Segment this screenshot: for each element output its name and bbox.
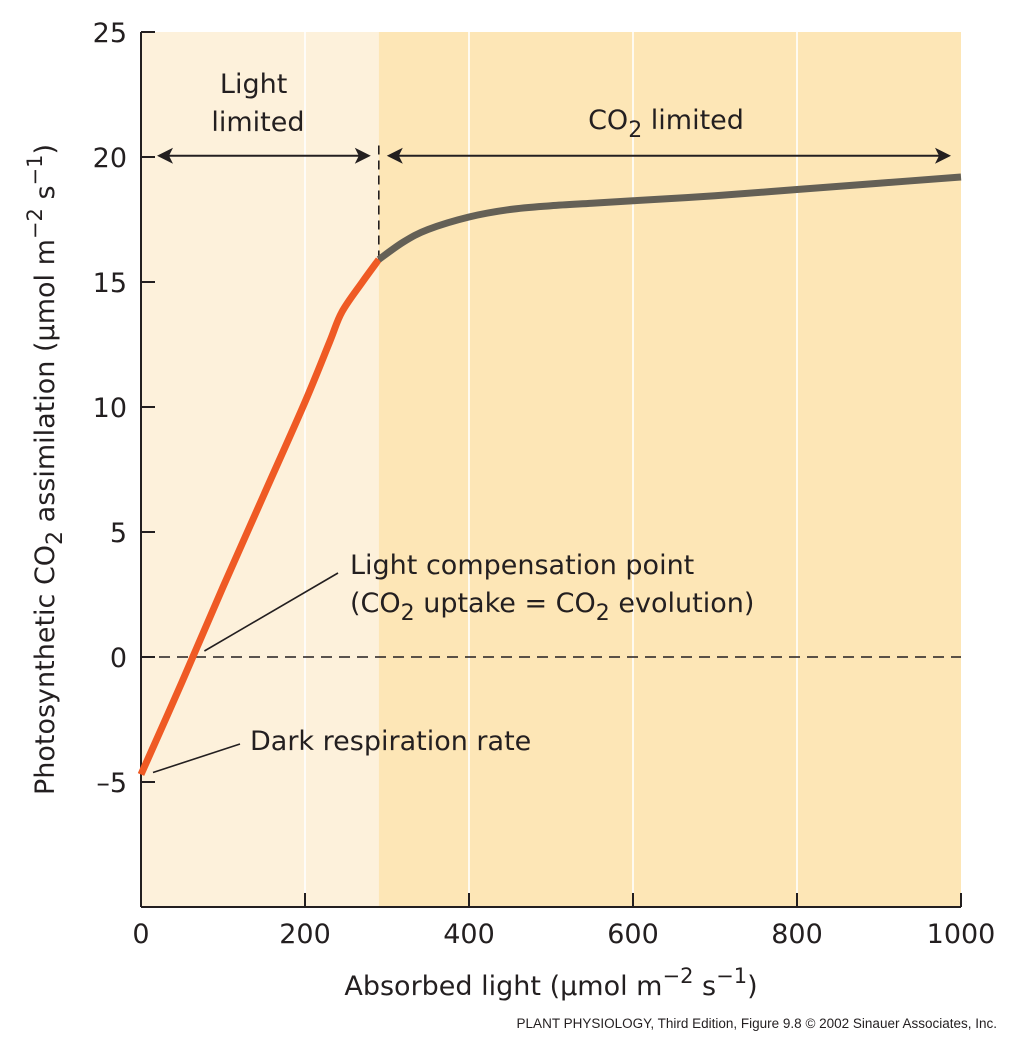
dark-respiration-leader-line: [152, 743, 241, 774]
light-limited-label-line1: Light: [220, 69, 287, 100]
region-arrows: [157, 147, 951, 164]
x-axis-title: Absorbed light (μmol m−2 s−1): [344, 964, 757, 1002]
light-limited-label-line2: limited: [211, 107, 304, 138]
credit-edition: , Third Edition, Figure 9.8 © 2002 Sinau…: [650, 1016, 997, 1031]
lcp-sub-2: 2: [596, 601, 610, 626]
x-tick-label-800: 800: [771, 919, 823, 950]
light-compensation-label-line2: (CO2 uptake = CO2 evolution): [350, 588, 754, 626]
light-compensation-leader-line: [203, 572, 339, 652]
y-title-part-2: assimilation (μmol m: [30, 239, 61, 531]
x-title-part-2: s: [693, 971, 716, 1002]
y-tick-label-20: 20: [93, 143, 127, 174]
x-tick-label-400: 400: [443, 919, 495, 950]
y-title-part-4: ): [30, 144, 61, 155]
y-tick-label-25: 25: [93, 18, 127, 49]
co2-limited-label-rest: limited: [642, 105, 744, 136]
y-title-sup-2: −1: [23, 155, 47, 186]
co2-limited-label: CO2 limited: [588, 105, 744, 143]
x-tick-labels: 0 200 400 600 800 1000: [132, 919, 995, 950]
light-limited-arrow: [157, 147, 371, 164]
y-tick-label-0: 0: [110, 643, 127, 674]
credit-book: PLANT PHYSIOLOGY: [516, 1016, 651, 1031]
x-title-part-3: ): [747, 971, 758, 1002]
co2-limited-region: [378, 32, 961, 907]
y-title-part-1: Photosynthetic CO: [30, 545, 61, 795]
lcp-sub-1: 2: [401, 601, 415, 626]
y-tick-labels: –5 0 5 10 15 20 25: [93, 18, 127, 799]
chart-svg: Light limited CO2 limited Light compensa…: [23, 18, 995, 1002]
light-limited-region: [141, 32, 379, 907]
y-title-part-3: s: [30, 185, 61, 208]
x-tick-label-1000: 1000: [927, 919, 996, 950]
light-limited-label: Light limited: [211, 69, 304, 138]
lcp-part-2: uptake = CO: [415, 588, 596, 619]
co2-limited-curve: [376, 173, 962, 263]
y-tick-label-15: 15: [93, 268, 127, 299]
x-axis-ticks: [140, 893, 962, 907]
co2-limited-label-sub: 2: [628, 118, 642, 143]
y-axis-ticks: [141, 31, 155, 783]
x-tick-label-600: 600: [607, 919, 659, 950]
x-tick-label-0: 0: [132, 919, 149, 950]
y-title-sub: 2: [43, 531, 68, 545]
lcp-part-1: (CO: [350, 588, 401, 619]
dark-respiration-label: Dark respiration rate: [250, 726, 531, 757]
lcp-part-3: evolution): [610, 588, 755, 619]
light-compensation-label-line1: Light compensation point: [350, 550, 694, 581]
x-title-sup-1: −2: [662, 964, 693, 988]
co2-limited-arrow: [386, 147, 951, 164]
x-title-part-1: Absorbed light (μmol m: [344, 971, 662, 1002]
figure-credit: PLANT PHYSIOLOGY, Third Edition, Figure …: [517, 1016, 997, 1031]
x-title-sup-2: −1: [716, 964, 747, 988]
y-tick-label--5: –5: [96, 768, 127, 799]
light-limited-curve: [137, 257, 382, 776]
y-tick-label-10: 10: [93, 393, 127, 424]
light-compensation-label: Light compensation point: [350, 550, 694, 581]
y-title-sup-1: −2: [23, 208, 47, 239]
grid-lines: [304, 32, 798, 907]
x-tick-label-200: 200: [279, 919, 331, 950]
y-axis-title: Photosynthetic CO2 assimilation (μmol m−…: [23, 144, 68, 795]
co2-limited-label-co: CO: [588, 105, 628, 136]
y-tick-label-5: 5: [110, 518, 127, 549]
